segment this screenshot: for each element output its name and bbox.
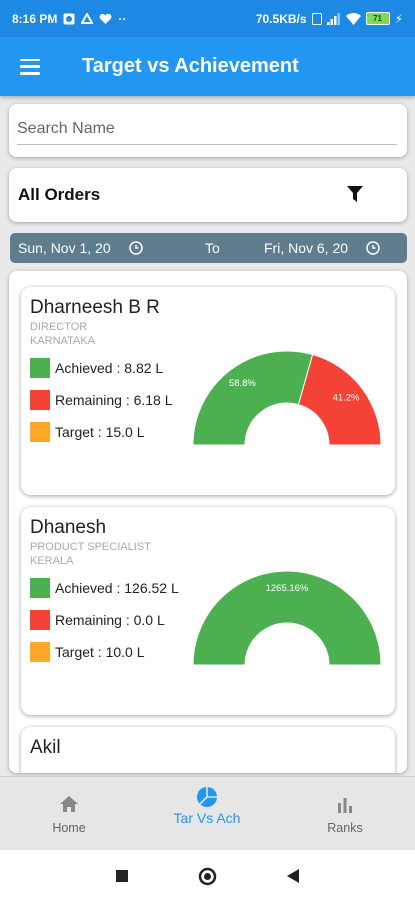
battery-icon: 71 bbox=[365, 12, 390, 25]
employee-list[interactable]: Dharneesh B R DIRECTOR KARNATAKA Achieve… bbox=[9, 271, 407, 773]
signal-icon bbox=[326, 12, 341, 25]
notification-app-icon bbox=[63, 13, 75, 25]
hamburger-menu-icon[interactable] bbox=[20, 58, 40, 75]
employee-name: Dharneesh B R bbox=[30, 297, 160, 318]
search-card bbox=[9, 104, 407, 157]
nav-home[interactable]: Home bbox=[14, 777, 124, 851]
achievement-gauge: 1265.16% bbox=[192, 570, 382, 666]
filter-funnel-icon[interactable] bbox=[347, 186, 363, 207]
remaining-swatch bbox=[30, 610, 50, 630]
remaining-label: Remaining : 6.18 L bbox=[55, 392, 173, 408]
achieved-slice-label: 1265.16% bbox=[266, 583, 309, 594]
achieved-swatch bbox=[30, 358, 50, 378]
order-filter[interactable]: All Orders bbox=[9, 168, 407, 222]
remaining-slice-label: 41.2% bbox=[333, 392, 360, 403]
remaining-label: Remaining : 0.0 L bbox=[55, 612, 165, 628]
date-to[interactable]: Fri, Nov 6, 20 bbox=[264, 240, 349, 256]
status-time: 8:16 PM bbox=[12, 11, 58, 26]
bar-chart-icon bbox=[338, 798, 352, 813]
target-legend: Target : 15.0 L bbox=[30, 422, 145, 442]
achieved-swatch bbox=[30, 578, 50, 598]
employee-card[interactable]: Akil bbox=[21, 727, 395, 773]
employee-name: Akil bbox=[30, 737, 61, 758]
bottom-navigation: Home Tar Vs Ach Ranks bbox=[0, 776, 415, 851]
target-label: Target : 10.0 L bbox=[55, 644, 145, 660]
nav-ranks[interactable]: Ranks bbox=[290, 777, 400, 851]
from-clock-icon[interactable] bbox=[129, 241, 143, 255]
home-circle-icon[interactable] bbox=[198, 867, 217, 886]
app-bar: Target vs Achievement bbox=[0, 37, 415, 96]
employee-card[interactable]: Dharneesh B R DIRECTOR KARNATAKA Achieve… bbox=[21, 287, 395, 495]
search-input[interactable] bbox=[17, 114, 397, 145]
employee-card[interactable]: Dhanesh PRODUCT SPECIALIST KERALA Achiev… bbox=[21, 507, 395, 715]
nav-tar-vs-ach-label: Tar Vs Ach bbox=[173, 810, 241, 826]
achieved-legend: Achieved : 126.52 L bbox=[30, 578, 179, 598]
employee-name: Dhanesh bbox=[30, 517, 107, 538]
remaining-slice bbox=[297, 353, 382, 446]
heart-icon bbox=[99, 13, 112, 25]
pie-chart-icon bbox=[197, 787, 217, 807]
filter-label: All Orders bbox=[18, 185, 101, 204]
battery-level: 71 bbox=[373, 14, 383, 23]
employee-role: PRODUCT SPECIALIST bbox=[30, 541, 151, 553]
achieved-slice bbox=[192, 570, 382, 666]
page-title: Target vs Achievement bbox=[82, 55, 299, 77]
date-range-bar: Sun, Nov 1, 20 To Fri, Nov 6, 20 bbox=[10, 233, 407, 263]
target-legend: Target : 10.0 L bbox=[30, 642, 145, 662]
system-navigation-bar bbox=[0, 850, 415, 900]
more-notifications-icon: ·· bbox=[118, 11, 127, 26]
achieved-slice bbox=[192, 350, 314, 446]
target-swatch bbox=[30, 422, 50, 442]
to-clock-icon[interactable] bbox=[366, 241, 380, 255]
sim-icon bbox=[311, 12, 322, 25]
drive-icon bbox=[81, 12, 94, 25]
charging-icon: ⚡ bbox=[394, 11, 403, 26]
recents-square-icon[interactable] bbox=[116, 870, 128, 882]
remaining-swatch bbox=[30, 390, 50, 410]
home-icon bbox=[60, 796, 78, 812]
achieved-label: Achieved : 126.52 L bbox=[55, 580, 179, 596]
nav-home-label: Home bbox=[52, 821, 86, 835]
employee-region: KERALA bbox=[30, 555, 74, 567]
employee-role: DIRECTOR bbox=[30, 321, 88, 333]
date-from[interactable]: Sun, Nov 1, 20 bbox=[18, 240, 111, 256]
achieved-label: Achieved : 8.82 L bbox=[55, 360, 164, 376]
achieved-slice-label: 58.8% bbox=[229, 378, 256, 389]
wifi-icon bbox=[345, 12, 361, 25]
network-speed: 70.5KB/s bbox=[255, 11, 307, 26]
achievement-gauge: 58.8% 41.2% bbox=[192, 350, 382, 446]
target-label: Target : 15.0 L bbox=[55, 424, 145, 440]
back-triangle-icon[interactable] bbox=[287, 869, 299, 883]
date-to-label: To bbox=[205, 240, 220, 256]
achieved-legend: Achieved : 8.82 L bbox=[30, 358, 163, 378]
employee-region: KARNATAKA bbox=[30, 335, 95, 347]
remaining-legend: Remaining : 6.18 L bbox=[30, 390, 173, 410]
nav-tar-vs-ach[interactable]: Tar Vs Ach bbox=[152, 777, 262, 851]
nav-ranks-label: Ranks bbox=[327, 821, 363, 835]
remaining-legend: Remaining : 0.0 L bbox=[30, 610, 165, 630]
status-bar: 8:16 PM ·· 70.5KB/s 71 ⚡ bbox=[0, 0, 415, 37]
target-swatch bbox=[30, 642, 50, 662]
